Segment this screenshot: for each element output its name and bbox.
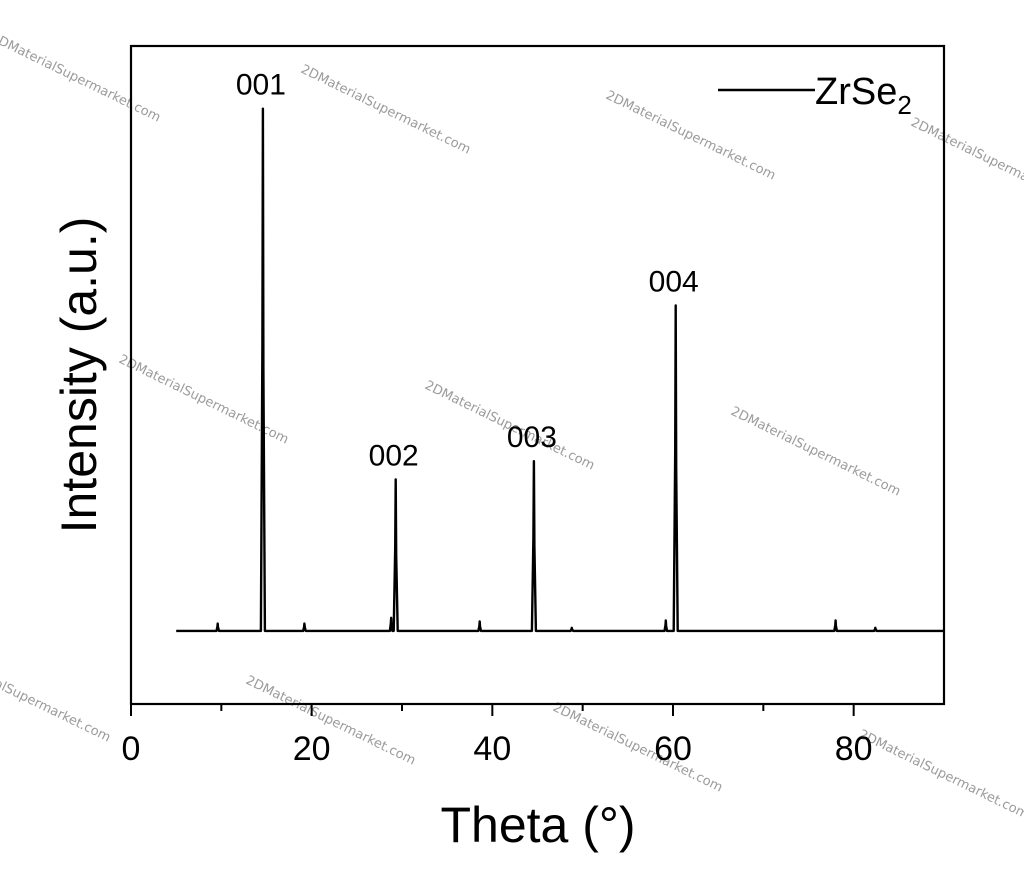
- watermark-text: 2DMaterialSupermarket.com: [298, 62, 473, 157]
- watermark-text: 2DMaterialSupermarket.com: [728, 404, 903, 499]
- peak-label: 004: [649, 266, 699, 299]
- x-tick-label: 0: [122, 730, 141, 768]
- watermark-text: 2DMaterialSupermarket.com: [0, 650, 113, 745]
- plot-frame: [129, 44, 946, 706]
- legend-label: ZrSe2: [815, 71, 912, 120]
- peak-labels: 001 002 003 004: [236, 69, 699, 473]
- legend: ZrSe2: [718, 71, 912, 120]
- y-axis-title: Intensity (a.u.): [51, 217, 107, 534]
- x-tick-label: 20: [293, 730, 331, 768]
- x-tick-label: 80: [835, 730, 873, 768]
- series-line-zrse2: [176, 107, 944, 633]
- x-tick-label: 60: [654, 730, 692, 768]
- watermark-text: 2DMaterialSupermarket.com: [550, 700, 725, 795]
- peak-label: 003: [507, 421, 557, 454]
- x-tick-label: 40: [473, 730, 511, 768]
- watermark-text: 2DMaterialSupermarket.com: [0, 30, 163, 125]
- peak-label: 001: [236, 69, 286, 102]
- watermark-text: 2DMaterialSupermarket.com: [908, 115, 1024, 210]
- watermark-text: 2DMaterialSupermarket.com: [603, 88, 778, 183]
- watermark-text: 2DMaterialSupermarket.com: [856, 727, 1024, 822]
- x-axis-ticks: 0 20 40 60 80: [122, 704, 873, 768]
- x-axis-title: Theta (°): [440, 797, 635, 853]
- peak-label: 002: [369, 439, 419, 472]
